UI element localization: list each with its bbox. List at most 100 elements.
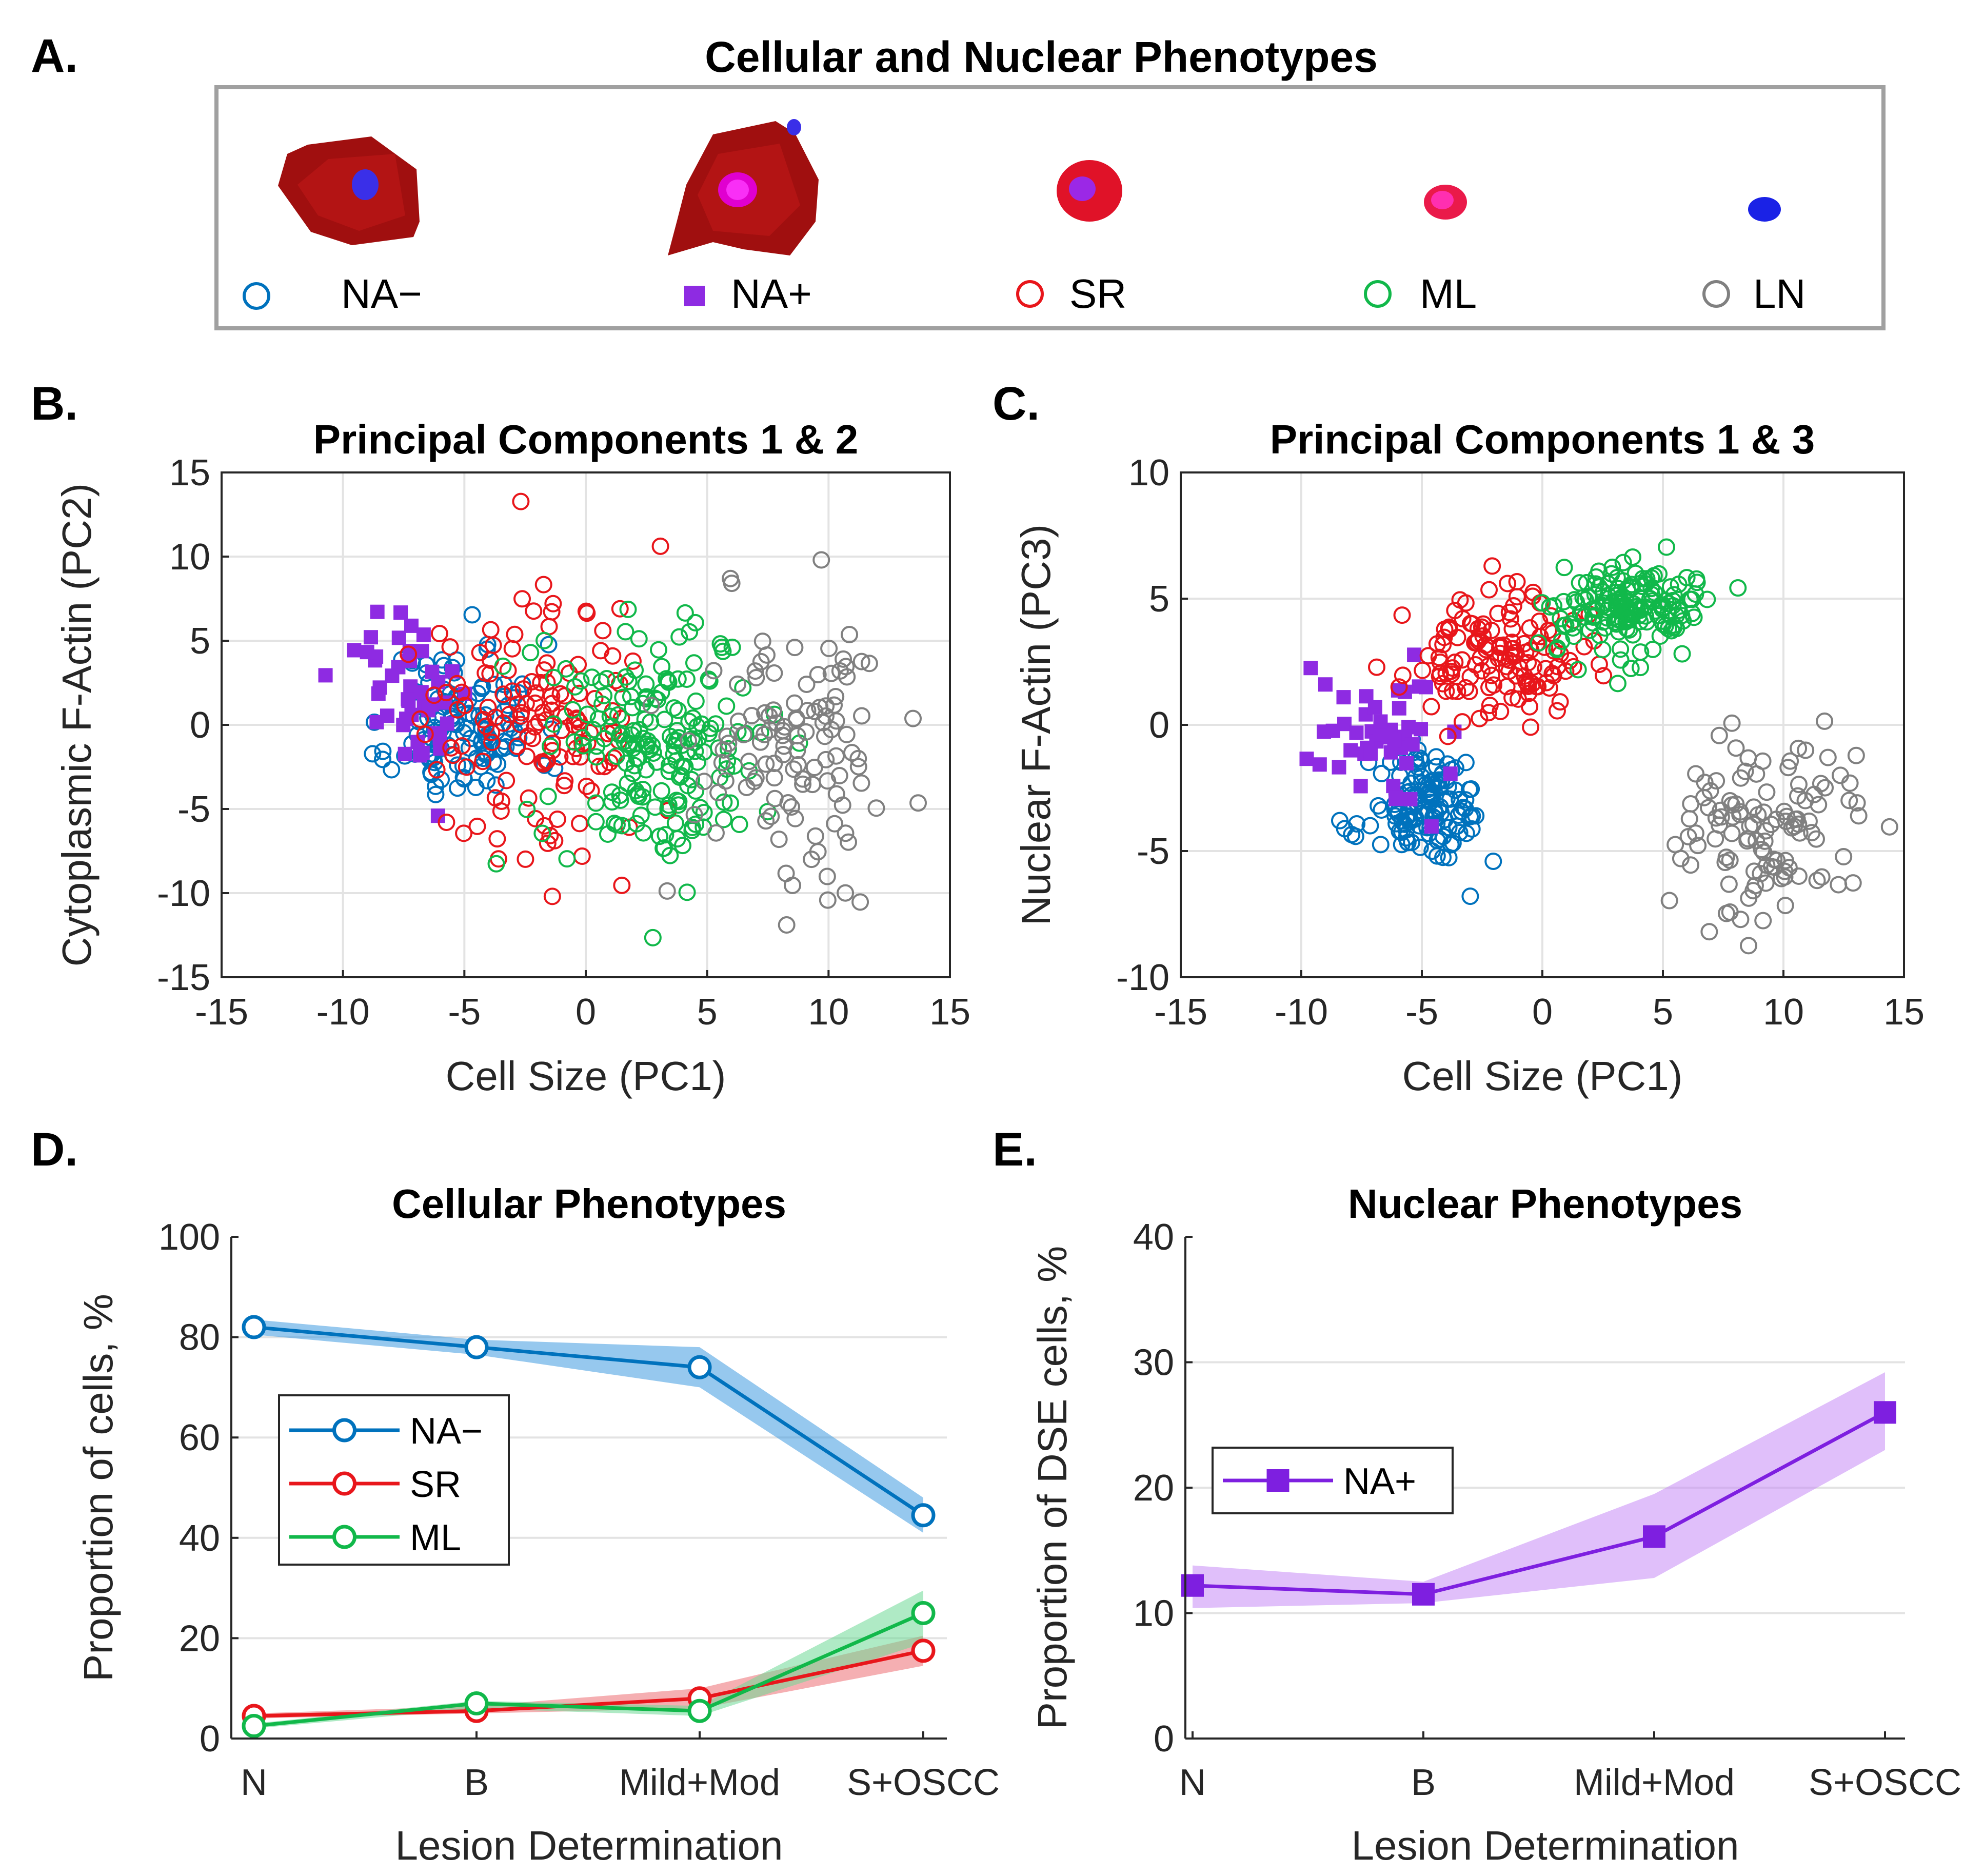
scatter-point [686,614,704,631]
scatter-point [456,697,474,715]
scatter-point [1710,726,1728,744]
scatter-point [1721,903,1739,921]
scatter-point [835,650,852,668]
scatter-point [503,640,521,658]
scatter-point [840,833,858,851]
scatter-point [539,787,557,805]
scatter-point [1642,580,1660,598]
tick-label-y: 20 [179,1618,220,1659]
scatter-point [738,778,756,796]
scatter-point [1412,679,1426,694]
scatter-point [630,630,648,648]
chart-title: Principal Components 1 & 2 [313,417,858,462]
scatter-point [533,824,551,842]
tick-label-y: 40 [1133,1217,1174,1258]
scatter-point [1411,838,1429,856]
scatter-point [499,661,517,679]
scatter-point [1460,780,1478,798]
scatter-point [1484,852,1502,870]
scatter-point [1665,586,1683,604]
tick-label-x: -10 [1275,992,1328,1033]
scatter-point [587,813,605,831]
scatter-point [428,761,446,779]
scatter-point [1363,746,1378,761]
scatter-point [1394,666,1412,684]
scatter-point [543,603,561,621]
scatter-point [1414,722,1429,737]
scatter-point [638,738,656,756]
scatter-point [753,633,771,650]
legend-marker-ln [1702,280,1730,308]
scatter-point [1749,806,1767,824]
tick-label-y: 0 [190,705,210,746]
scatter-point [543,701,561,719]
scatter-point [1349,725,1364,740]
scatter-point [383,761,401,779]
scatter-point [1555,559,1573,577]
legend-marker-na-plus [684,286,705,306]
cell-image-na-minus [278,136,420,245]
scatter-point [393,605,408,620]
scatter-point [728,675,746,693]
scatter-point [566,678,584,696]
scatter-point [818,867,836,885]
scatter-point [492,792,510,810]
scatter-point [468,817,486,835]
scatter-point [404,618,419,633]
scatter-point [1503,634,1521,651]
scatter-point [484,636,502,654]
scatter-point [1461,887,1479,905]
data-point [464,1691,489,1716]
scatter-point [1440,819,1458,837]
scatter-point [718,697,736,715]
scatter-point [391,630,406,645]
scatter-point [512,492,530,510]
scatter-series-NA+ [1299,647,1462,834]
scatter-point [1541,598,1559,616]
scatter-point [689,753,707,771]
scatter-point [487,855,505,873]
scatter-point [498,772,515,789]
scatter-point [1682,856,1700,874]
scatter-point [448,779,466,797]
x-axis-label: Lesion Determination [395,1823,783,1868]
scatter-point [1682,795,1700,813]
scatter-point [1508,573,1526,591]
scatter-point [579,705,597,723]
scatter-point [1666,836,1684,854]
legend-label: ML [410,1517,461,1558]
scatter-point [1762,816,1780,834]
scatter-chart-pc12: Principal Components 1 & 2 15 10 5 0 -5 -10 -15… [54,417,970,1099]
tick-label-y: 40 [179,1518,220,1559]
scatter-point [1491,637,1509,655]
scatter-point [1372,836,1390,854]
scatter-point [826,815,844,833]
tick-label-y: -10 [1116,957,1169,998]
scatter-point [1500,651,1518,669]
scatter-point [613,876,631,894]
data-point [1874,1401,1896,1424]
scatter-point [1748,765,1765,783]
scatter-point [425,686,443,704]
tick-label-y: -10 [157,873,210,914]
scatter-point [1768,852,1786,870]
phenotype-images [278,119,1781,255]
tick-label-y: 100 [158,1217,220,1258]
scatter-point [1565,627,1583,645]
legend-marker-ml [1364,280,1392,308]
scatter-point [1796,792,1814,809]
scatter-point [803,776,821,794]
scatter-point [837,658,855,676]
scatter-point [1303,661,1318,676]
y-axis-label: Cytoplasmic F-Actin (PC2) [54,483,100,966]
scatter-point [1483,666,1501,684]
scatter-point [798,675,816,693]
scatter-point [644,929,662,946]
scatter-point [444,746,462,764]
scatter-point [1479,704,1497,722]
scatter-point [1343,743,1358,758]
tick-label-y: 5 [1149,579,1169,620]
scatter-point [806,702,824,720]
scatter-point [843,744,861,762]
